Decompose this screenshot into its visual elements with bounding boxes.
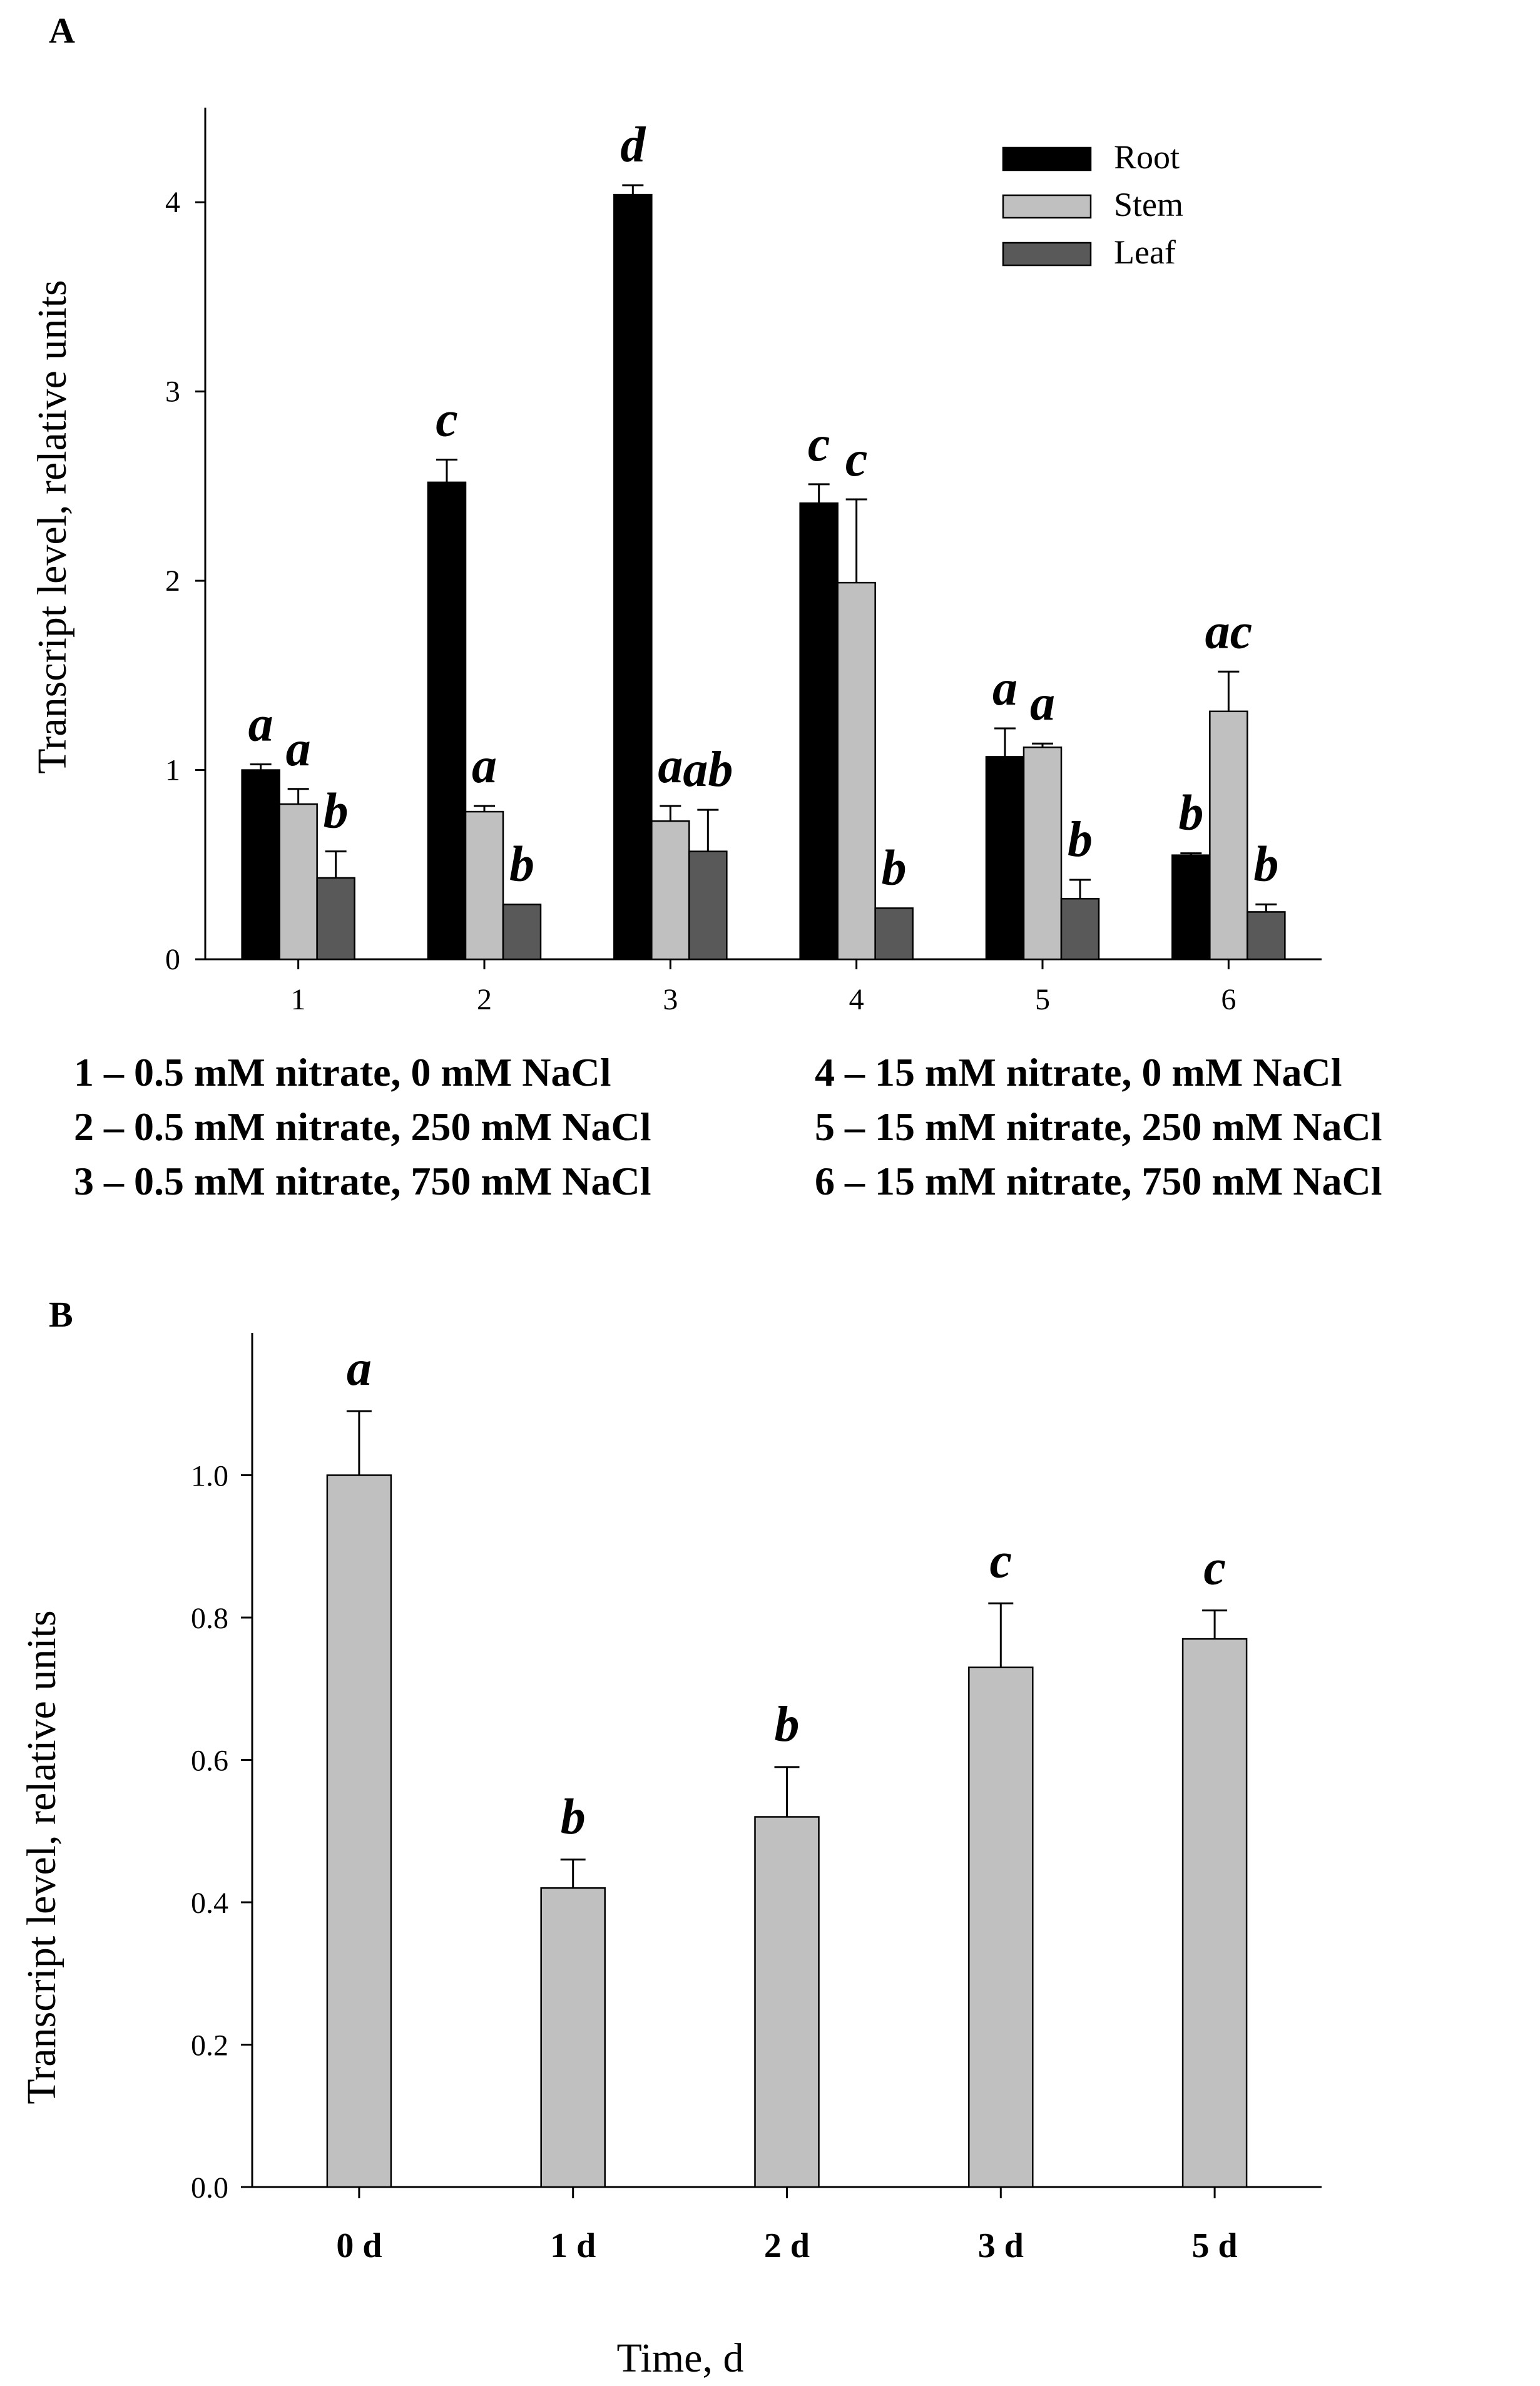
bar-root-6: [1171, 854, 1211, 961]
panel-b-y-tick-label: 0.6: [191, 1745, 228, 1778]
significance-label-2d: b: [775, 1697, 800, 1752]
significance-label-leaf-1: b: [324, 784, 349, 839]
significance-label-5d: c: [1203, 1541, 1226, 1596]
treatment-note-3: 3 – 0.5 mM nitrate, 750 mM NaCl: [74, 1159, 651, 1203]
treatment-note-6: 6 – 15 mM nitrate, 750 mM NaCl: [815, 1159, 1382, 1203]
bar-leaf-5: [1060, 897, 1100, 961]
bar-stem-2: [464, 810, 504, 961]
panel-a-treatment-notes: 1 – 0.5 mM nitrate, 0 mM NaCl 2 – 0.5 mM…: [74, 1050, 1382, 1203]
legend-label-root: Root: [1114, 138, 1180, 176]
bar-3d: [968, 1666, 1034, 2188]
significance-label-stem-5: a: [1030, 676, 1055, 731]
bar-leaf-3: [688, 850, 728, 961]
panel-a-legend: Root Stem Leaf: [1002, 138, 1183, 271]
panel-a-y-tick-label: 1: [165, 754, 180, 787]
panel-a-y-tick-label: 0: [165, 943, 180, 976]
legend-swatch-leaf: [1002, 242, 1092, 267]
panel-b-letter: B: [49, 1294, 73, 1335]
panel-b-x-tick-label: 1 d: [550, 2226, 596, 2265]
significance-label-leaf-5: b: [1068, 812, 1093, 867]
panel-a-x-tick-label: 6: [1221, 983, 1236, 1016]
panel-a-y-tick-label: 3: [165, 375, 180, 409]
bar-stem-5: [1022, 747, 1063, 961]
significance-label-root-5: a: [992, 661, 1017, 716]
bar-1d: [540, 1887, 606, 2188]
treatment-note-5: 5 – 15 mM nitrate, 250 mM NaCl: [815, 1104, 1382, 1149]
panel-b-axes: 0.0 0.2 0.4 0.6 0.8 1.0 0 d 1 d 2 d 3 d 5 d: [191, 1333, 1322, 2265]
bar-stem-3: [651, 820, 690, 961]
panel-b-y-tick-label: 0.8: [191, 1602, 228, 1635]
panel-b-y-tick-label: 0.2: [191, 2029, 228, 2062]
significance-label-root-6: b: [1178, 786, 1203, 841]
panel-b-x-tick-label: 5 d: [1192, 2226, 1238, 2265]
panel-a-y-axis-label: Transcript level, relative units: [29, 280, 75, 773]
panel-b-x-tick-label: 3 d: [978, 2226, 1024, 2265]
panel-a-y-tick-label: 2: [165, 564, 180, 598]
significance-label-leaf-3: ab: [683, 742, 733, 797]
legend-label-stem: Stem: [1114, 186, 1183, 223]
bar-stem-4: [837, 581, 876, 961]
significance-label-stem-2: a: [472, 738, 497, 793]
panel-b-y-tick-label: 1.0: [191, 1460, 228, 1493]
bar-leaf-4: [874, 907, 914, 961]
significance-label-root-1: a: [248, 696, 273, 752]
panel-a-x-tick-label: 2: [477, 983, 492, 1016]
significance-label-stem-3: a: [658, 738, 683, 793]
significance-label-stem-6: ac: [1205, 604, 1253, 659]
panel-a-x-tick-label: 3: [663, 983, 678, 1016]
significance-label-root-2: c: [436, 392, 458, 447]
panel-a-chart: A Transcript level, relative units 0 1 2 3 4…: [29, 10, 1382, 1203]
significance-label-3d: c: [990, 1533, 1012, 1588]
bar-leaf-6: [1247, 911, 1286, 961]
legend-swatch-stem: [1002, 194, 1092, 219]
legend-label-leaf: Leaf: [1114, 233, 1176, 271]
panel-b-y-axis-label: Transcript level, relative units: [19, 1610, 64, 2104]
significance-label-stem-4: c: [845, 432, 868, 487]
bar-0d: [326, 1474, 392, 2188]
significance-label-root-3: d: [620, 118, 646, 173]
bar-root-1: [241, 769, 280, 961]
bar-root-5: [985, 756, 1025, 961]
panel-a-y-tick-label: 4: [165, 186, 180, 219]
bar-root-3: [613, 193, 653, 961]
bar-root-4: [799, 502, 839, 961]
legend-swatch-root: [1002, 146, 1092, 171]
panel-b-x-tick-label: 0 d: [336, 2226, 382, 2265]
bar-5d: [1181, 1638, 1248, 2188]
panel-a-x-tick-label: 4: [849, 983, 864, 1016]
significance-label-leaf-6: b: [1253, 837, 1278, 892]
significance-label-leaf-4: b: [882, 840, 907, 895]
panel-b-x-tick-label: 2 d: [764, 2226, 810, 2265]
panel-b-chart: B Transcript level, relative units Time,…: [19, 1294, 1322, 2381]
panel-a-x-tick-label: 1: [291, 983, 306, 1016]
panel-a-letter: A: [49, 10, 75, 51]
significance-label-1d: b: [561, 1790, 586, 1845]
significance-label-stem-1: a: [286, 721, 311, 777]
bar-root-2: [427, 481, 467, 961]
treatment-note-2: 2 – 0.5 mM nitrate, 250 mM NaCl: [74, 1104, 651, 1149]
significance-label-leaf-2: b: [509, 837, 534, 892]
bar-leaf-1: [316, 877, 355, 961]
significance-label-root-4: c: [808, 417, 830, 472]
panel-b-y-tick-label: 0.0: [191, 2171, 228, 2205]
significance-label-0d: a: [347, 1341, 372, 1396]
bar-stem-1: [278, 803, 318, 961]
treatment-note-4: 4 – 15 mM nitrate, 0 mM NaCl: [815, 1050, 1342, 1094]
panel-b-y-tick-label: 0.4: [191, 1887, 228, 1920]
bar-stem-6: [1209, 710, 1248, 961]
panel-a-x-tick-label: 5: [1035, 983, 1050, 1016]
panel-b-x-axis-label: Time, d: [617, 2335, 744, 2381]
bar-leaf-2: [502, 904, 542, 961]
bar-2d: [754, 1816, 820, 2188]
treatment-note-1: 1 – 0.5 mM nitrate, 0 mM NaCl: [74, 1050, 611, 1094]
panel-a-axes: 0 1 2 3 4 1 2 3 4 5 6: [165, 108, 1322, 1016]
panel-b-bars: a b b c c: [326, 1341, 1248, 2188]
